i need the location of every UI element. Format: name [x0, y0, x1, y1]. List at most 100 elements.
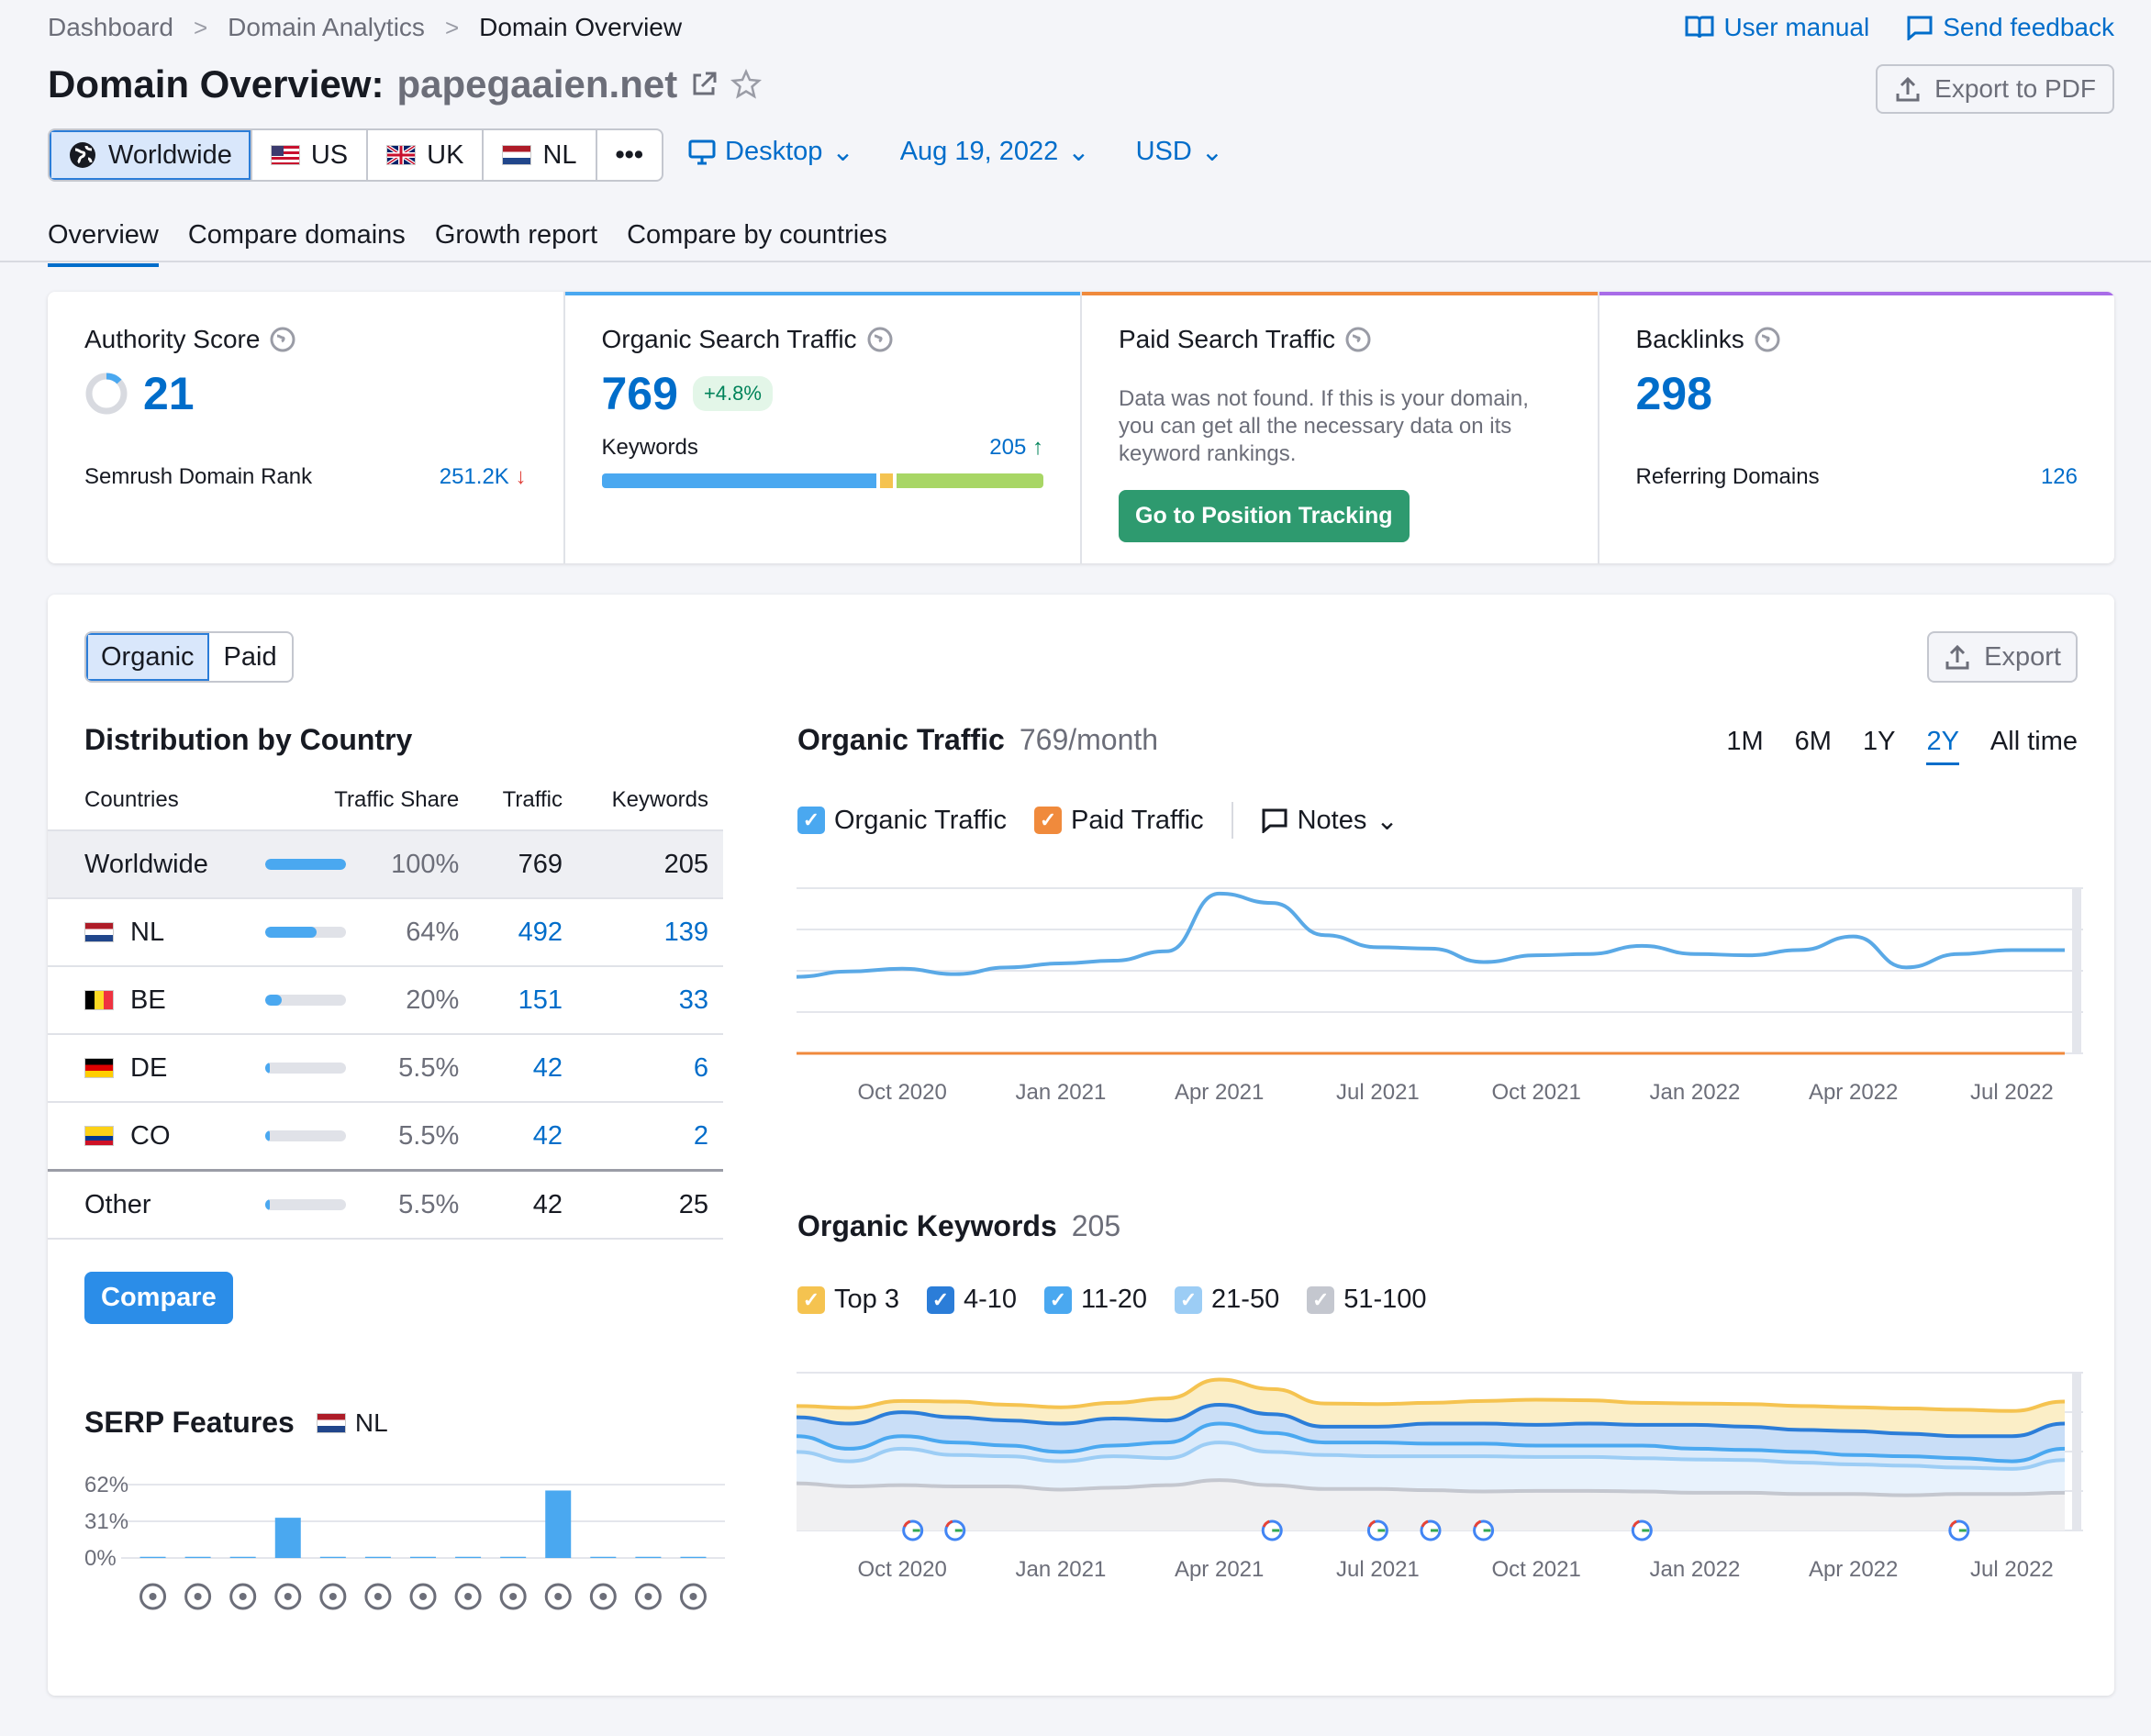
keywords-value[interactable]: 33: [576, 965, 723, 1034]
tab-compare-domains[interactable]: Compare domains: [187, 220, 406, 250]
range-6m[interactable]: 6M: [1794, 727, 1832, 756]
breadcrumb-dashboard[interactable]: Dashboard: [48, 13, 173, 41]
keywords-value[interactable]: 139: [576, 897, 723, 966]
table-row[interactable]: BE 20% 151 33: [48, 965, 723, 1034]
referring-domains-value[interactable]: 126: [2040, 464, 2078, 489]
google-update-icon[interactable]: [902, 1519, 924, 1541]
video-box-icon[interactable]: [454, 1583, 482, 1610]
serp-bar[interactable]: [229, 1556, 256, 1558]
authority-score-value[interactable]: 21: [143, 368, 195, 419]
serp-bar[interactable]: [319, 1556, 346, 1558]
crown-icon[interactable]: [499, 1583, 527, 1610]
domain-name[interactable]: papegaaien.net: [396, 62, 678, 106]
region-worldwide[interactable]: Worldwide: [50, 130, 252, 180]
image-pack-icon[interactable]: [274, 1583, 302, 1610]
google-update-icon[interactable]: [1261, 1519, 1283, 1541]
line-51-100[interactable]: [796, 1478, 2066, 1497]
traffic-value[interactable]: 492: [474, 897, 577, 966]
external-link-icon[interactable]: [690, 71, 718, 98]
device-dropdown[interactable]: Desktop ⌄: [688, 136, 854, 168]
google-update-icon[interactable]: [1366, 1519, 1388, 1541]
tab-compare-by-countries[interactable]: Compare by countries: [627, 220, 887, 250]
serp-bar[interactable]: [680, 1556, 707, 1558]
tab-growth-report[interactable]: Growth report: [434, 220, 598, 250]
line-11-20[interactable]: [796, 1421, 2066, 1463]
table-row[interactable]: Other 5.5% 42 25: [48, 1169, 723, 1240]
table-row[interactable]: CO 5.5% 42 2: [48, 1101, 723, 1171]
range-1y[interactable]: 1Y: [1862, 727, 1896, 756]
google-update-icon[interactable]: [944, 1519, 966, 1541]
google-update-icon[interactable]: [1631, 1519, 1653, 1541]
serp-bar[interactable]: [139, 1556, 166, 1558]
go-to-position-tracking-button[interactable]: Go to Position Tracking: [1119, 490, 1410, 542]
legend-organic-traffic[interactable]: ✓ Organic Traffic: [797, 806, 1007, 836]
toggle-organic[interactable]: Organic: [86, 633, 209, 681]
serp-bar[interactable]: [635, 1556, 662, 1558]
more-regions-button[interactable]: •••: [597, 130, 662, 180]
info-globe-icon[interactable]: [1754, 326, 1781, 353]
toggle-paid[interactable]: Paid: [223, 641, 277, 672]
google-update-icon[interactable]: [1473, 1519, 1495, 1541]
export-button[interactable]: Export: [1927, 631, 2078, 683]
map-pin-icon[interactable]: [184, 1583, 212, 1610]
question-icon[interactable]: [679, 1583, 707, 1610]
legend-51-100[interactable]: ✓ 51-100: [1307, 1285, 1427, 1315]
export-to-pdf-button[interactable]: Export to PDF: [1876, 64, 2114, 114]
news-icon[interactable]: [229, 1583, 257, 1610]
image-icon[interactable]: [544, 1583, 572, 1610]
table-row[interactable]: DE 5.5% 42 6: [48, 1033, 723, 1102]
info-globe-icon[interactable]: [1344, 326, 1372, 353]
region-nl[interactable]: NL: [484, 130, 597, 180]
legend-paid-traffic[interactable]: ✓ Paid Traffic: [1034, 806, 1204, 836]
traffic-value[interactable]: 42: [474, 1101, 577, 1171]
serp-bar[interactable]: [274, 1518, 301, 1558]
compare-button[interactable]: Compare: [84, 1272, 233, 1324]
region-us[interactable]: US: [252, 130, 369, 180]
backlinks-value[interactable]: 298: [1635, 368, 1712, 419]
link-icon[interactable]: [319, 1583, 347, 1610]
range-all-time[interactable]: All time: [1989, 727, 2078, 756]
table-row[interactable]: Worldwide 100% 769 205: [48, 829, 723, 898]
legend-21-50[interactable]: ✓ 21-50: [1175, 1285, 1279, 1315]
region-uk[interactable]: UK: [368, 130, 485, 180]
legend-top-3[interactable]: ✓ Top 3: [797, 1285, 899, 1315]
organic-traffic-line[interactable]: [796, 891, 2065, 979]
organic-traffic-value[interactable]: 769: [601, 368, 678, 419]
traffic-value[interactable]: 151: [474, 965, 577, 1034]
legend-4-10[interactable]: ✓ 4-10: [926, 1285, 1017, 1315]
user-manual-link[interactable]: User manual: [1685, 13, 1869, 42]
date-dropdown[interactable]: Aug 19, 2022 ⌄: [900, 136, 1090, 168]
serp-bar[interactable]: [184, 1556, 211, 1558]
currency-dropdown[interactable]: USD ⌄: [1136, 136, 1224, 168]
range-2y[interactable]: 2Y: [1926, 727, 1959, 765]
serp-bar[interactable]: [500, 1556, 527, 1558]
breadcrumb-domain-analytics[interactable]: Domain Analytics: [228, 13, 425, 41]
faq-icon[interactable]: [634, 1583, 662, 1610]
serp-bar[interactable]: [590, 1556, 617, 1558]
video-icon[interactable]: [409, 1583, 437, 1610]
google-update-icon[interactable]: [1948, 1519, 1970, 1541]
line-4-10[interactable]: [796, 1402, 2066, 1439]
keywords-value[interactable]: 2: [576, 1101, 723, 1171]
serp-bar[interactable]: [545, 1490, 572, 1558]
graduation-cap-icon[interactable]: [139, 1583, 167, 1610]
serp-bar[interactable]: [455, 1556, 482, 1558]
info-globe-icon[interactable]: [866, 326, 894, 353]
table-row[interactable]: NL 64% 492 139: [48, 897, 723, 966]
star-icon[interactable]: [364, 1583, 392, 1610]
keywords-value[interactable]: 205: [989, 435, 1027, 460]
notes-dropdown[interactable]: Notes ⌄: [1261, 805, 1399, 837]
line-top-3[interactable]: [796, 1377, 2066, 1413]
semrush-rank-value[interactable]: 251.2K: [439, 464, 509, 489]
star-outline-icon[interactable]: [730, 69, 763, 100]
serp-bar[interactable]: [410, 1556, 436, 1558]
google-update-icon[interactable]: [1420, 1519, 1442, 1541]
info-globe-icon[interactable]: [269, 326, 296, 353]
range-1m[interactable]: 1M: [1726, 727, 1764, 756]
play-icon[interactable]: [589, 1583, 617, 1610]
send-feedback-link[interactable]: Send feedback: [1906, 13, 2114, 42]
tab-overview[interactable]: Overview: [48, 220, 159, 267]
legend-11-20[interactable]: ✓ 11-20: [1044, 1285, 1147, 1315]
keywords-value[interactable]: 6: [576, 1033, 723, 1102]
traffic-value[interactable]: 42: [474, 1033, 577, 1102]
